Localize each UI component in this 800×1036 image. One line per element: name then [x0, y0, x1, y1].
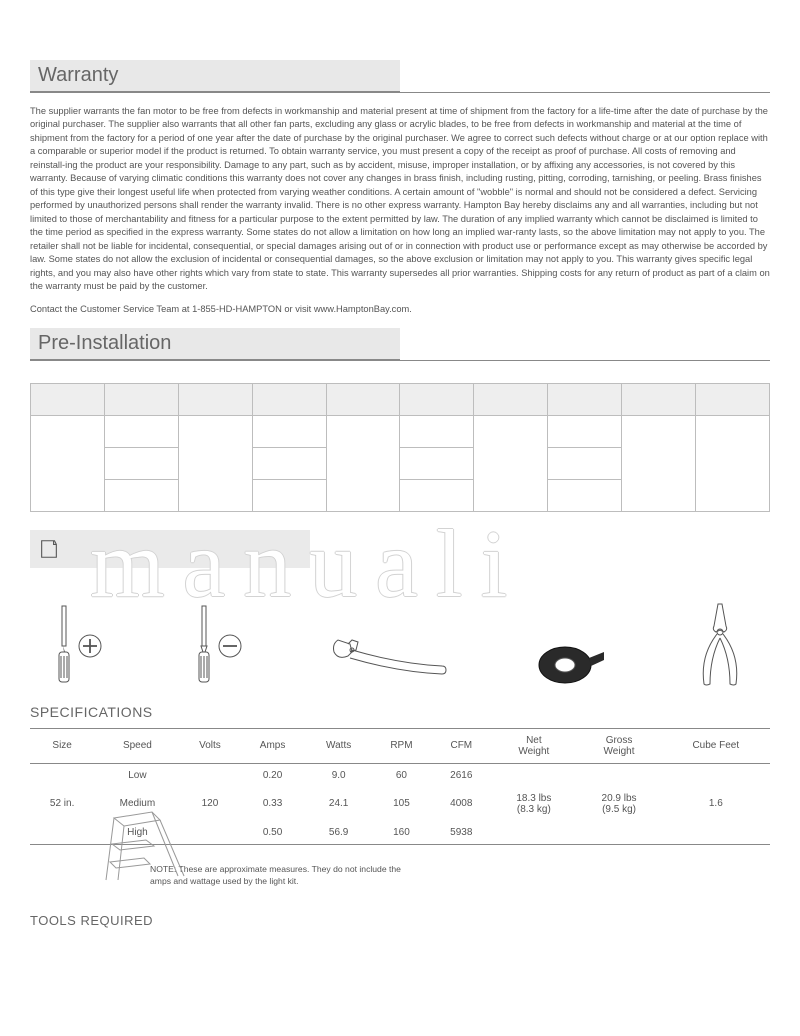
- page-container: Warranty The supplier warrants the fan m…: [0, 0, 800, 928]
- step-ladder-icon: [100, 800, 190, 890]
- warranty-heading: Warranty: [30, 60, 400, 92]
- cell-amps: 0.20: [239, 763, 305, 787]
- adjustable-wrench-icon: [330, 630, 450, 690]
- spec-header-row: Size Speed Volts Amps Watts RPM CFM NetW…: [30, 728, 770, 763]
- cell-watts: 56.9: [306, 821, 372, 845]
- col-speed: Speed: [94, 728, 180, 763]
- col-volts: Volts: [181, 728, 240, 763]
- pliers-icon: [690, 600, 750, 690]
- col-cubefeet: Cube Feet: [662, 728, 770, 763]
- note-icon: [38, 538, 60, 560]
- note-box: [30, 530, 310, 568]
- cell-netweight: 18.3 lbs(8.3 kg): [491, 787, 576, 821]
- specifications-heading: SPECIFICATIONS: [30, 704, 770, 720]
- phillips-screwdriver-icon: [50, 604, 110, 690]
- col-rpm: RPM: [372, 728, 432, 763]
- col-grossweight: GrossWeight: [576, 728, 661, 763]
- cell-speed: Low: [94, 763, 180, 787]
- spec-row-low: Low 0.20 9.0 60 2616: [30, 763, 770, 787]
- col-netweight: NetWeight: [491, 728, 576, 763]
- cell-watts: 9.0: [306, 763, 372, 787]
- tools-required-heading: TOOLS REQUIRED: [30, 913, 770, 928]
- cell-size: 52 in.: [30, 787, 94, 821]
- warranty-body-text: The supplier warrants the fan motor to b…: [30, 105, 770, 294]
- flathead-screwdriver-icon: [190, 604, 250, 690]
- warranty-contact-text: Contact the Customer Service Team at 1-8…: [30, 304, 770, 314]
- hardware-table: [30, 383, 770, 512]
- cell-cfm: 2616: [431, 763, 491, 787]
- cell-rpm: 60: [372, 763, 432, 787]
- col-watts: Watts: [306, 728, 372, 763]
- cell-cfm: 4008: [431, 787, 491, 821]
- cell-amps: 0.33: [239, 787, 305, 821]
- col-size: Size: [30, 728, 94, 763]
- preinstallation-rule: [30, 360, 770, 361]
- electrical-tape-icon: [530, 640, 610, 690]
- cell-grossweight: 20.9 lbs(9.5 kg): [576, 787, 661, 821]
- cell-rpm: 160: [372, 821, 432, 845]
- col-cfm: CFM: [431, 728, 491, 763]
- cell-amps: 0.50: [239, 821, 305, 845]
- cell-watts: 24.1: [306, 787, 372, 821]
- preinstallation-heading: Pre-Installation: [30, 328, 400, 360]
- warranty-rule: [30, 92, 770, 93]
- cell-cfm: 5938: [431, 821, 491, 845]
- col-amps: Amps: [239, 728, 305, 763]
- cell-cubefeet: 1.6: [662, 787, 770, 821]
- tools-row: [30, 598, 770, 690]
- cell-rpm: 105: [372, 787, 432, 821]
